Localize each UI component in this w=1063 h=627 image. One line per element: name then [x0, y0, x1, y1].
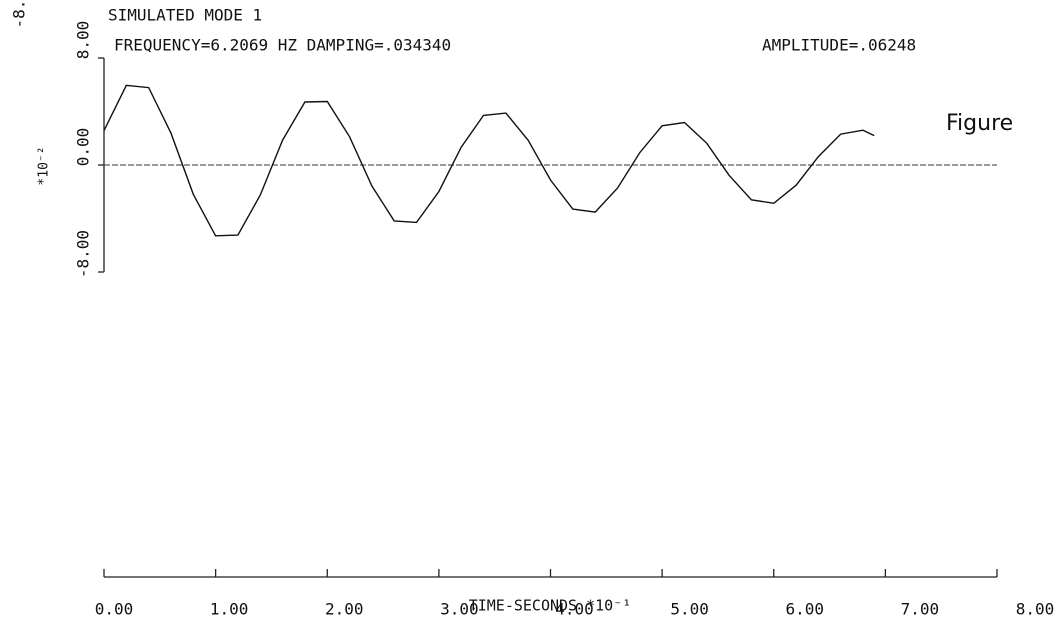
x-tick-label: 5.00 [670, 600, 709, 619]
x-tick-label: 0.00 [95, 600, 134, 619]
x-tick-label: 7.00 [901, 600, 940, 619]
figure-label: Figure [946, 111, 1013, 136]
x-tick-label: 4.00 [555, 600, 594, 619]
y-tick-label: 8.00 [74, 21, 93, 60]
x-tick-label: 6.00 [785, 600, 824, 619]
chart-subtitle: FREQUENCY=6.2069 HZ DAMPING=.034340 [114, 36, 451, 55]
chart-title: SIMULATED MODE 1 [108, 6, 262, 25]
x-tick-label: 3.00 [440, 600, 479, 619]
x-tick-label: 2.00 [325, 600, 364, 619]
annotation: AMPLITUDE=.06248 [762, 36, 916, 55]
y-tick-label: 0.00 [74, 128, 93, 167]
corner-text: -8. [10, 0, 29, 28]
y-tick-label: -8.00 [74, 230, 93, 278]
data-line [103, 84, 875, 237]
x-tick-label: 8.00 [1016, 600, 1055, 619]
x-tick-label: 1.00 [210, 600, 249, 619]
y-axis-label: *10⁻² [37, 146, 52, 185]
x-axis-label: TIME-SECONDS *10⁻¹ [469, 597, 632, 615]
